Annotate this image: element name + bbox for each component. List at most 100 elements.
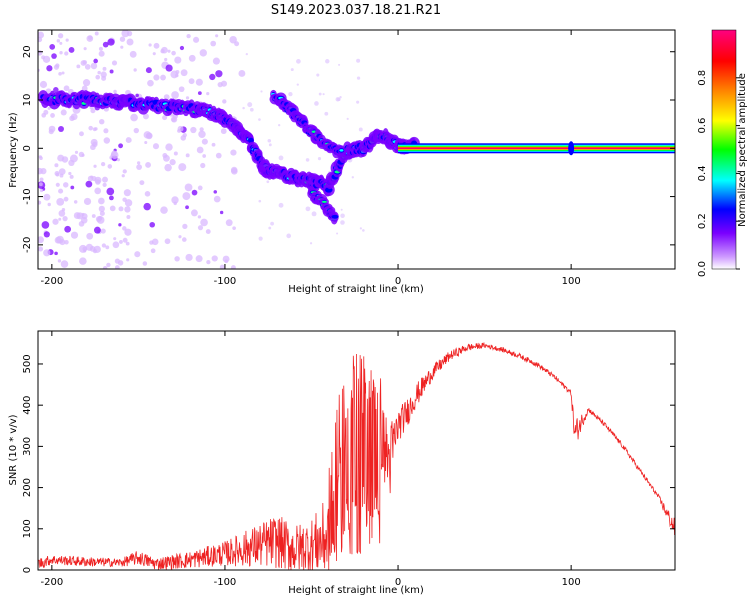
spectrogram-speckle: [199, 49, 207, 57]
spectrogram-speckle: [73, 200, 78, 204]
spectrogram-speckle: [79, 131, 84, 137]
spectrogram-speckle: [63, 196, 69, 202]
spectrogram-speckle: [258, 118, 261, 121]
spectrogram-speckle: [46, 65, 53, 72]
spectrogram-speckle: [335, 97, 340, 102]
spectrogram-speckle: [39, 80, 48, 89]
spectrogram-speckle: [162, 115, 168, 121]
spectrogram-speckle: [65, 38, 69, 42]
spectrogram-speckle: [135, 93, 139, 98]
top-xlabel: Height of straight line (km): [288, 284, 424, 295]
spectrogram-speckle: [105, 245, 110, 250]
spectrogram-speckle: [225, 219, 233, 227]
spectrogram-speckle: [64, 239, 69, 245]
spectrogram-speckle: [178, 235, 182, 239]
spectrogram-speckle: [171, 91, 179, 99]
secondary-ridge-core: [339, 149, 344, 152]
spectrogram-speckle: [53, 87, 59, 93]
spectrogram-speckle: [197, 185, 203, 191]
bottom-xtick-label: -200: [40, 577, 63, 588]
spectrogram-speckle: [98, 50, 105, 57]
spectrogram-speckle: [109, 205, 116, 212]
spectrogram-speckle: [185, 153, 190, 158]
spectrogram-speckle: [193, 36, 200, 43]
spectrogram-speckle: [338, 63, 341, 66]
spectrogram-speckle: [191, 189, 198, 196]
spectrogram-speckle: [188, 78, 195, 85]
spectrogram-speckle: [202, 154, 207, 158]
spectrogram-speckle: [171, 50, 176, 56]
spectrogram-speckle: [288, 91, 293, 97]
spectrogram-speckle: [60, 260, 69, 268]
spectrogram-speckle: [346, 117, 349, 120]
spectrogram-speckle: [211, 142, 216, 147]
spectrogram-speckle: [161, 46, 168, 54]
spectrogram-speckle: [182, 192, 191, 201]
spectrogram-speckle: [116, 158, 120, 162]
snr-frame: [37, 330, 676, 571]
spectrogram-speckle: [59, 173, 64, 178]
spectrogram-speckle: [38, 31, 45, 39]
spectrogram-speckle: [242, 106, 245, 110]
spectrogram-speckle: [122, 226, 127, 231]
spectrogram-speckle: [125, 137, 132, 144]
spectrogram-speckle: [49, 44, 56, 50]
spectrogram-speckle: [70, 185, 75, 190]
spectrogram-speckle: [118, 239, 123, 244]
carrier-spike: [568, 141, 575, 156]
spectrogram-speckle: [79, 257, 87, 265]
spectrogram-speckle: [186, 33, 191, 39]
spectrogram-speckle: [98, 205, 105, 212]
spectrogram-speckle: [171, 117, 176, 122]
spectrogram-speckle: [247, 102, 253, 108]
spectrogram-speckle: [111, 60, 118, 66]
spectrogram-speckle: [48, 125, 56, 133]
spectrogram-speckle: [111, 150, 118, 157]
spectrogram-speckle: [99, 118, 105, 125]
spectrogram-speckle: [198, 130, 206, 139]
spectrogram-speckle: [70, 113, 78, 121]
spectrogram-speckle: [122, 237, 128, 243]
spectrogram-speckle: [139, 180, 145, 186]
spectrogram-speckle: [150, 248, 156, 254]
spectrogram-speckle: [190, 126, 197, 134]
spectrogram-speckle: [340, 220, 345, 225]
spectrogram-speckle: [185, 96, 190, 100]
spectrogram-speckle: [98, 46, 103, 51]
spectrogram-speckle: [278, 124, 281, 127]
colorbar-tick-label: 0.2: [697, 213, 708, 229]
spectrogram-speckle: [113, 89, 117, 94]
spectrogram-speckle: [60, 109, 67, 116]
spectrogram-speckle: [215, 34, 219, 38]
spectrogram-speckle: [212, 57, 220, 65]
spectrogram-speckle: [51, 53, 57, 59]
spectrogram-speckle: [164, 163, 172, 172]
spectrogram-speckle: [340, 208, 343, 211]
spectrogram-speckle: [114, 265, 120, 269]
spectrogram-speckle: [64, 225, 72, 233]
spectrogram-speckle: [82, 79, 91, 87]
spectrogram-speckle: [174, 256, 180, 262]
spectrogram-speckle: [38, 167, 43, 175]
spectrogram-speckle: [93, 226, 101, 234]
spectrogram-speckle: [182, 223, 188, 230]
spectrogram-speckle: [121, 174, 125, 178]
spectrogram-speckle: [94, 31, 99, 36]
spectrogram-speckle: [101, 243, 107, 248]
spectrogram-speckle: [38, 200, 42, 205]
colorbar-tick-label: 0.8: [697, 70, 708, 86]
spectrogram-speckle: [152, 143, 160, 150]
spectrogram-speckle: [68, 159, 75, 167]
spectrogram-speckle: [125, 241, 130, 246]
spectrogram-speckle: [74, 150, 79, 154]
lower-ridge-core: [321, 200, 327, 203]
spectrogram-speckle: [213, 195, 221, 203]
spectrogram-speckle: [64, 51, 69, 56]
spectrogram-speckle: [59, 51, 63, 55]
spectrogram-speckle: [56, 197, 65, 206]
spectrogram-speckle: [58, 168, 66, 176]
spectrogram-speckle: [182, 132, 187, 138]
spectrogram-speckle: [78, 221, 85, 227]
spectrogram-speckle: [119, 36, 126, 42]
spectrogram-speckle: [100, 228, 106, 234]
